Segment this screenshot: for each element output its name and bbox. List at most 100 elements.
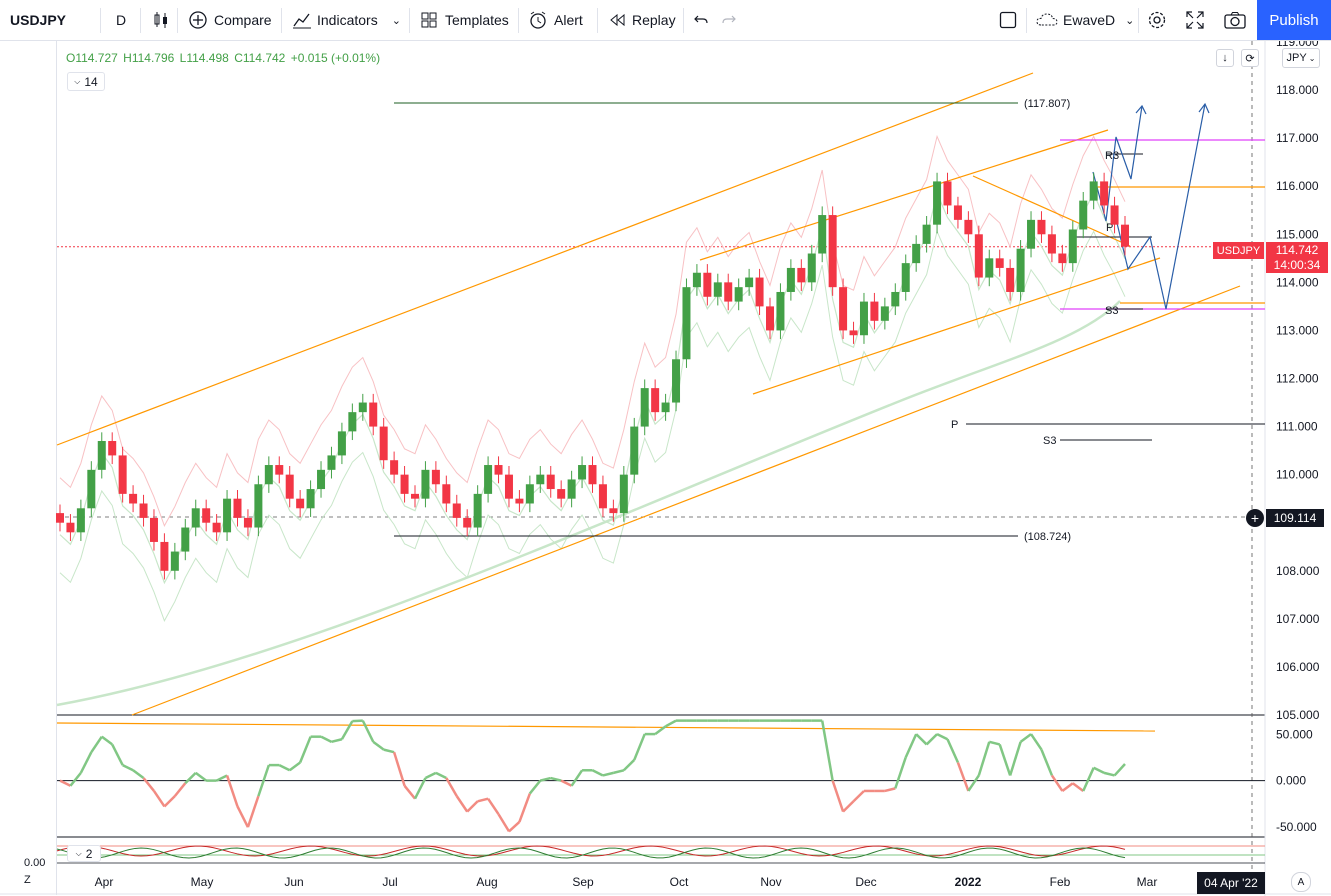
chevron-down-icon: ⌵ [75,848,82,858]
candle-body [243,517,252,528]
candle-body [149,517,158,542]
layout-button[interactable]: EwaveD ⌄ [1036,0,1134,40]
oscillator-segment [956,762,970,792]
candle-body [943,181,952,206]
chevron-down-icon: ⌵ [74,76,81,86]
candle-body [797,267,806,283]
candle-body [254,484,263,528]
chart-type-button[interactable] [152,0,170,40]
layout-name: EwaveD [1063,12,1116,28]
price-axis[interactable]: 119.000 118.000 117.000 116.000 115.000 114.0… [1276,41,1320,834]
oscillator-segment [424,771,437,780]
pane-collapse-badge[interactable]: ⌵ 2 [67,845,101,862]
candle-body [285,474,294,499]
candle-body [651,388,660,413]
candle-body [306,489,315,509]
candle-body [1016,248,1025,292]
settings-button[interactable] [1147,0,1167,40]
candle-body [181,527,190,552]
oscillator-segment [977,741,991,776]
oscillator-segment [132,769,145,780]
trend-line [972,175,1131,247]
oscillator-segment [152,790,166,808]
candle-body [578,465,587,480]
high-value: H114.796 [123,51,175,65]
plus-circle-icon [189,11,207,29]
undo-button[interactable] [693,0,709,40]
add-alert-plus-icon[interactable]: + [1246,509,1264,527]
candle-body [672,359,681,403]
oscillator-segment [539,776,552,782]
snapshot-button[interactable] [1224,0,1246,40]
symbol-search[interactable]: USDJPY [10,0,66,40]
open-value: O114.727 [66,51,118,65]
s3-right-label: S3 [1105,305,1118,317]
chevron-down-icon[interactable]: ⌄ [1125,14,1135,27]
publish-button[interactable]: Publish [1257,0,1331,40]
fullscreen-button[interactable] [1186,0,1204,40]
candle-body [379,426,388,461]
scroll-down-button[interactable]: ↓ [1216,49,1234,67]
timezone-button[interactable]: Z [24,874,31,886]
candles [56,172,1129,580]
oscillator-segment [1093,766,1105,774]
currency-label: JPY [1286,52,1307,64]
symbol-label[interactable]: USDJPY [10,12,67,28]
oscillator-segment [1029,733,1043,751]
candle-body [859,301,868,336]
candle-body [692,272,701,288]
indicators-collapse-badge[interactable]: ⌵ 14 [67,72,105,91]
oscillator-segment [852,790,865,803]
candle-body [296,498,305,509]
candle-body [442,484,451,504]
replay-button[interactable]: Replay [608,0,676,40]
symbol-tag: USDJPY [1213,242,1264,259]
oscillator-tick-label: 50.000 [1276,727,1313,741]
indicators-button[interactable]: Indicators ⌄ [292,0,401,40]
chart-canvas[interactable]: (117.807) (108.724) P S3 R3 S3 P 119.000 118.00… [0,41,1331,896]
replay-label: Replay [632,12,676,28]
compare-button[interactable]: Compare [188,0,272,40]
oscillator-segment [1050,774,1064,792]
grid [0,41,1331,896]
layout-checkbox[interactable] [999,0,1017,40]
interval-button[interactable]: D [116,0,126,40]
oscillator-segment [967,774,980,792]
alert-button[interactable]: Alert [528,0,583,40]
change-value: +0.015 (+0.01%) [290,51,381,65]
candle-body [1110,205,1119,225]
camera-icon [1224,12,1246,29]
oscillator-segment [413,777,427,800]
candle-body [108,440,117,456]
chevron-down-icon[interactable]: ⌄ [391,14,401,27]
s3-label: S3 [1043,435,1056,447]
candle-body [66,522,75,533]
oscillator-segment [884,787,896,793]
price-tick-label: 107.000 [1276,612,1320,626]
currency-selector[interactable]: JPY ⌄ [1282,48,1320,68]
refresh-icon: ⟳ [1245,52,1255,65]
last-price-tag: 114.742 [1266,242,1328,258]
auto-scale-button[interactable]: A [1291,872,1311,892]
candle-body [839,287,848,331]
pane-bottom-value: 0.00 [24,857,45,869]
ohlc-legend: O114.727 H114.796 L114.498 C114.742 +0.0… [66,51,382,65]
oscillator-segment [445,777,458,797]
price-tick-label: 110.000 [1276,468,1319,482]
time-axis[interactable]: Apr May Jun Jul Aug Sep Oct Nov Dec 2022 Feb Mar [95,875,1158,889]
candle-body [358,402,367,413]
oscillator-segment [257,764,271,797]
compare-label: Compare [214,12,272,28]
price-tick-label: 118.000 [1276,83,1319,97]
time-label: Mar [1137,875,1158,889]
oscillator-segment [842,800,855,813]
templates-button[interactable]: Templates [420,0,509,40]
oscillator-segment [340,720,354,740]
p-right-label: P [1106,222,1113,234]
oscillator-segment [518,793,532,823]
candle-body [933,181,942,225]
redo-button[interactable] [721,0,737,40]
oscillator-segment [550,776,562,782]
restore-button[interactable]: ⟳ [1241,49,1259,67]
crosshair-price: 109.114 [1273,511,1317,525]
